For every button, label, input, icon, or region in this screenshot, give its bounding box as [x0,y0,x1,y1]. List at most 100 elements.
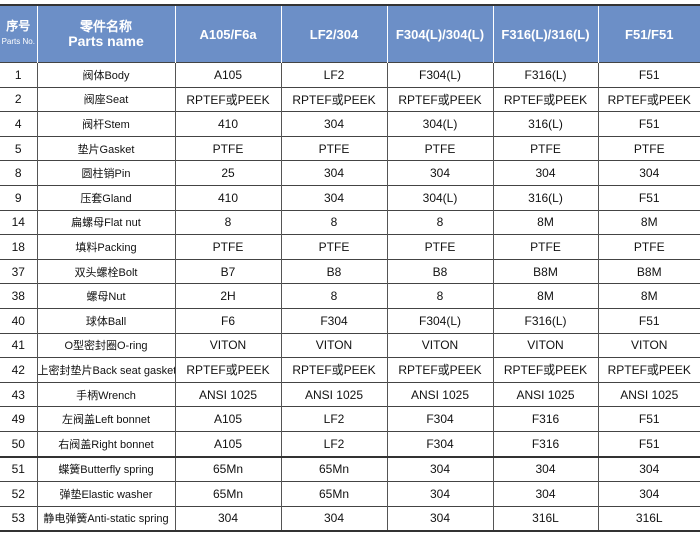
material-cell: 316L [597,505,700,532]
part-name-cell: 手柄Wrench [36,381,175,407]
material-cell: B8 [386,258,493,284]
part-name-cell: 双头螺栓Bolt [36,258,175,284]
part-name-cell: 球体Ball [36,307,175,334]
part-number-cell: 49 [0,406,37,432]
header-material: A105/F6a [174,5,281,63]
table-row: 9 压套Gland 410 304 304(L) 316(L) F51 [0,184,700,211]
header-material: F304(L)/304(L) [386,5,493,63]
material-cell: 304(L) [386,184,493,211]
part-name-cell: 弹垫Elastic washer [36,481,175,507]
part-number-cell: 53 [0,505,37,532]
material-cell: 8 [280,283,387,309]
table-row: 1 阀体Body A105 LF2 F304(L) F316(L) F51 [0,62,700,88]
material-cell: LF2 [280,430,387,457]
table-row: 2 阀座Seat RPTEF或PEEK RPTEF或PEEK RPTEF或PEEK RPT… [0,86,700,112]
part-number-cell: 2 [0,86,37,112]
material-cell: RPTEF或PEEK [492,357,598,383]
part-number-cell: 52 [0,481,37,507]
material-cell: RPTEF或PEEK [280,357,387,383]
table-row: 41 O型密封圈O-ring VITON VITON VITON VITON VITON [0,332,700,358]
header-material: LF2/304 [280,5,387,63]
material-cell: 304 [492,160,598,186]
material-cell: RPTEF或PEEK [597,86,700,112]
table-row: 18 填料Packing PTFE PTFE PTFE PTFE PTFE [0,234,700,260]
part-number-cell: 38 [0,283,37,309]
material-cell: ANSI 1025 [386,381,493,407]
material-cell: 304 [280,505,387,532]
material-cell: PTFE [492,135,598,161]
material-cell: 8 [386,209,493,235]
part-number-cell: 43 [0,381,37,407]
material-cell: 304 [597,455,700,482]
part-name-cell: 上密封垫片Back seat gasket [36,357,175,383]
material-cell: 2H [174,283,281,309]
material-cell: RPTEF或PEEK [492,86,598,112]
material-cell: 304 [492,455,598,482]
material-cell: 304 [597,481,700,507]
material-cell: 304 [174,505,281,532]
material-cell: B8M [492,258,598,284]
part-name-cell: 垫片Gasket [36,135,175,161]
header-parts-no: 序号 Parts No. [0,5,37,63]
part-number-cell: 1 [0,62,37,88]
table-row: 43 手柄Wrench ANSI 1025 ANSI 1025 ANSI 1025 ANS… [0,381,700,407]
material-cell: ANSI 1025 [174,381,281,407]
parts-material-table: 序号 Parts No. 零件名称 Parts name A105/F6a LF2/… [0,4,700,533]
part-name-cell: 右阀盖Right bonnet [36,430,175,457]
header-row: 序号 Parts No. 零件名称 Parts name A105/F6a LF2/… [0,5,700,63]
material-cell: 8 [174,209,281,235]
material-cell: 410 [174,111,281,137]
part-name-cell: O型密封圈O-ring [36,332,175,358]
table-row: 53 静电弹簧Anti-static spring 304 304 304 316L 316… [0,505,700,532]
part-name-cell: 蝶簧Butterfly spring [36,455,175,482]
part-number-cell: 42 [0,357,37,383]
material-cell: 304 [492,481,598,507]
material-cell: 410 [174,184,281,211]
material-cell: F6 [174,307,281,334]
material-cell: A105 [174,406,281,432]
material-cell: F304 [386,430,493,457]
part-number-cell: 18 [0,234,37,260]
table-row: 37 双头螺栓Bolt B7 B8 B8 B8M B8M [0,258,700,284]
part-name-cell: 螺母Nut [36,283,175,309]
material-cell: RPTEF或PEEK [174,86,281,112]
material-cell: 8 [386,283,493,309]
material-cell: F316(L) [492,307,598,334]
material-cell: PTFE [386,135,493,161]
part-name-cell: 阀体Body [36,62,175,88]
header-no-en: Parts No. [1,37,35,46]
header-material: F51/F51 [597,5,700,63]
material-cell: 304 [386,160,493,186]
material-cell: F316(L) [492,62,598,88]
table-row: 40 球体Ball F6 F304 F304(L) F316(L) F51 [0,307,700,334]
table-row: 8 圆柱销Pin 25 304 304 304 304 [0,160,700,186]
part-name-cell: 填料Packing [36,234,175,260]
material-cell: PTFE [386,234,493,260]
material-cell: VITON [174,332,281,358]
table-row: 14 扁螺母Flat nut 8 8 8 8M 8M [0,209,700,235]
part-number-cell: 50 [0,430,37,457]
material-cell: 304 [280,184,387,211]
part-name-cell: 左阀盖Left bonnet [36,406,175,432]
material-cell: RPTEF或PEEK [597,357,700,383]
material-cell: 65Mn [174,455,281,482]
material-cell: F304(L) [386,62,493,88]
part-name-cell: 压套Gland [36,184,175,211]
part-name-cell: 圆柱销Pin [36,160,175,186]
material-cell: PTFE [597,234,700,260]
material-cell: F304 [280,307,387,334]
material-cell: ANSI 1025 [280,381,387,407]
part-number-cell: 5 [0,135,37,161]
material-cell: F51 [597,184,700,211]
material-cell: B8M [597,258,700,284]
table-row: 42 上密封垫片Back seat gasket RPTEF或PEEK RPTEF或P… [0,357,700,383]
part-name-cell: 静电弹簧Anti-static spring [36,505,175,532]
material-cell: PTFE [280,135,387,161]
material-cell: F51 [597,307,700,334]
part-name-cell: 阀杆Stem [36,111,175,137]
header-name-en: Parts name [68,33,144,49]
material-cell: 8M [597,283,700,309]
material-cell: 65Mn [174,481,281,507]
table-row: 50 右阀盖Right bonnet A105 LF2 F304 F316 F51 [0,430,700,457]
material-cell: 304 [386,455,493,482]
